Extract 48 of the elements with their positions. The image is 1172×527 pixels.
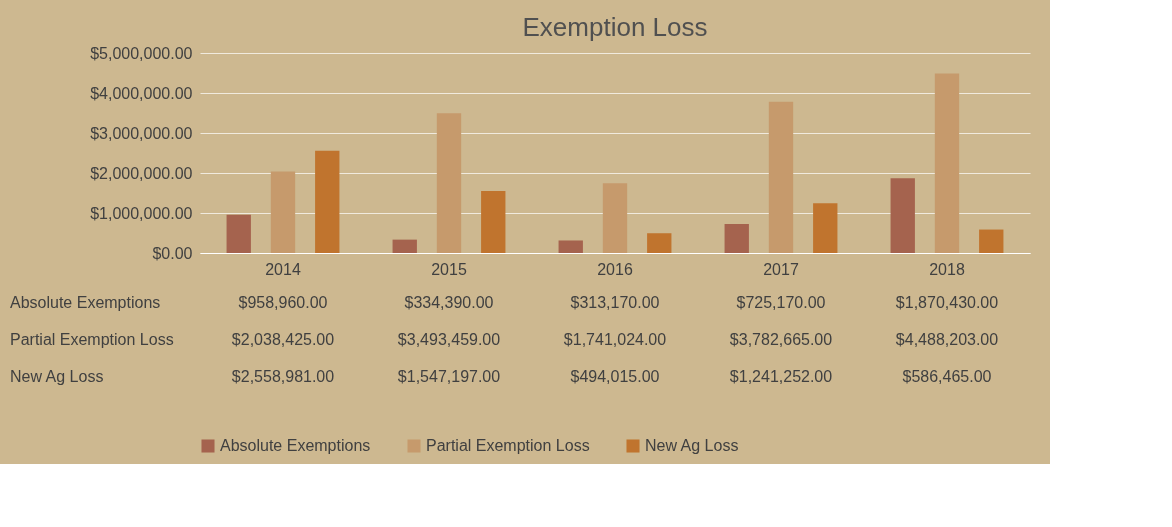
bar [979,229,1004,253]
x-tick-label: 2015 [431,260,467,278]
bar [270,171,296,253]
data-label: $3,493,459.00 [397,331,501,348]
data-label: $725,170.00 [736,294,826,311]
bar [602,183,628,253]
x-tick-label: 2016 [597,260,633,278]
data-label: $1,870,430.00 [895,294,999,311]
data-label: $4,488,203.00 [895,331,999,348]
data-label: $3,782,665.00 [729,331,833,348]
bar [436,113,462,253]
text: Absolute Exemptions [10,294,161,311]
x-tick-label: 2018 [929,260,965,278]
bar [647,233,672,253]
bar [934,73,960,253]
data-label: $1,241,252.00 [729,368,833,385]
data-label: $2,558,981.00 [231,368,335,385]
x-tick-label: 2014 [265,260,301,278]
y-tick-label: $1,000,000.00 [90,204,193,222]
text: New Ag Loss [10,368,104,385]
data-label: $313,170.00 [570,294,660,311]
data-label: $586,465.00 [902,368,992,385]
data-label: $334,390.00 [404,294,494,311]
text: Partial Exemption Loss [10,331,174,348]
data-label: $1,741,024.00 [563,331,667,348]
bar [890,178,915,253]
y-tick-label: $5,000,000.00 [90,44,193,62]
legend-label: Absolute Exemptions [220,437,371,454]
bar [724,223,749,253]
bar [226,214,251,253]
y-tick-label: $0.00 [152,244,193,262]
data-label: $1,547,197.00 [397,368,501,385]
bar [813,203,838,253]
legend-label: New Ag Loss [645,437,739,454]
bar [481,191,506,253]
legend-label: Partial Exemption Loss [426,437,590,454]
y-tick-label: $4,000,000.00 [90,84,193,102]
y-tick-label: $3,000,000.00 [90,124,193,142]
data-label: $494,015.00 [570,368,660,385]
chart-title: Exemption Loss [522,12,708,42]
bar [392,239,417,253]
data-label: $2,038,425.00 [231,331,335,348]
bar [315,150,340,253]
x-tick-label: 2017 [763,260,799,278]
y-tick-label: $2,000,000.00 [90,164,193,182]
bar [768,101,794,253]
data-label: $958,960.00 [238,294,328,311]
bar [558,240,583,253]
